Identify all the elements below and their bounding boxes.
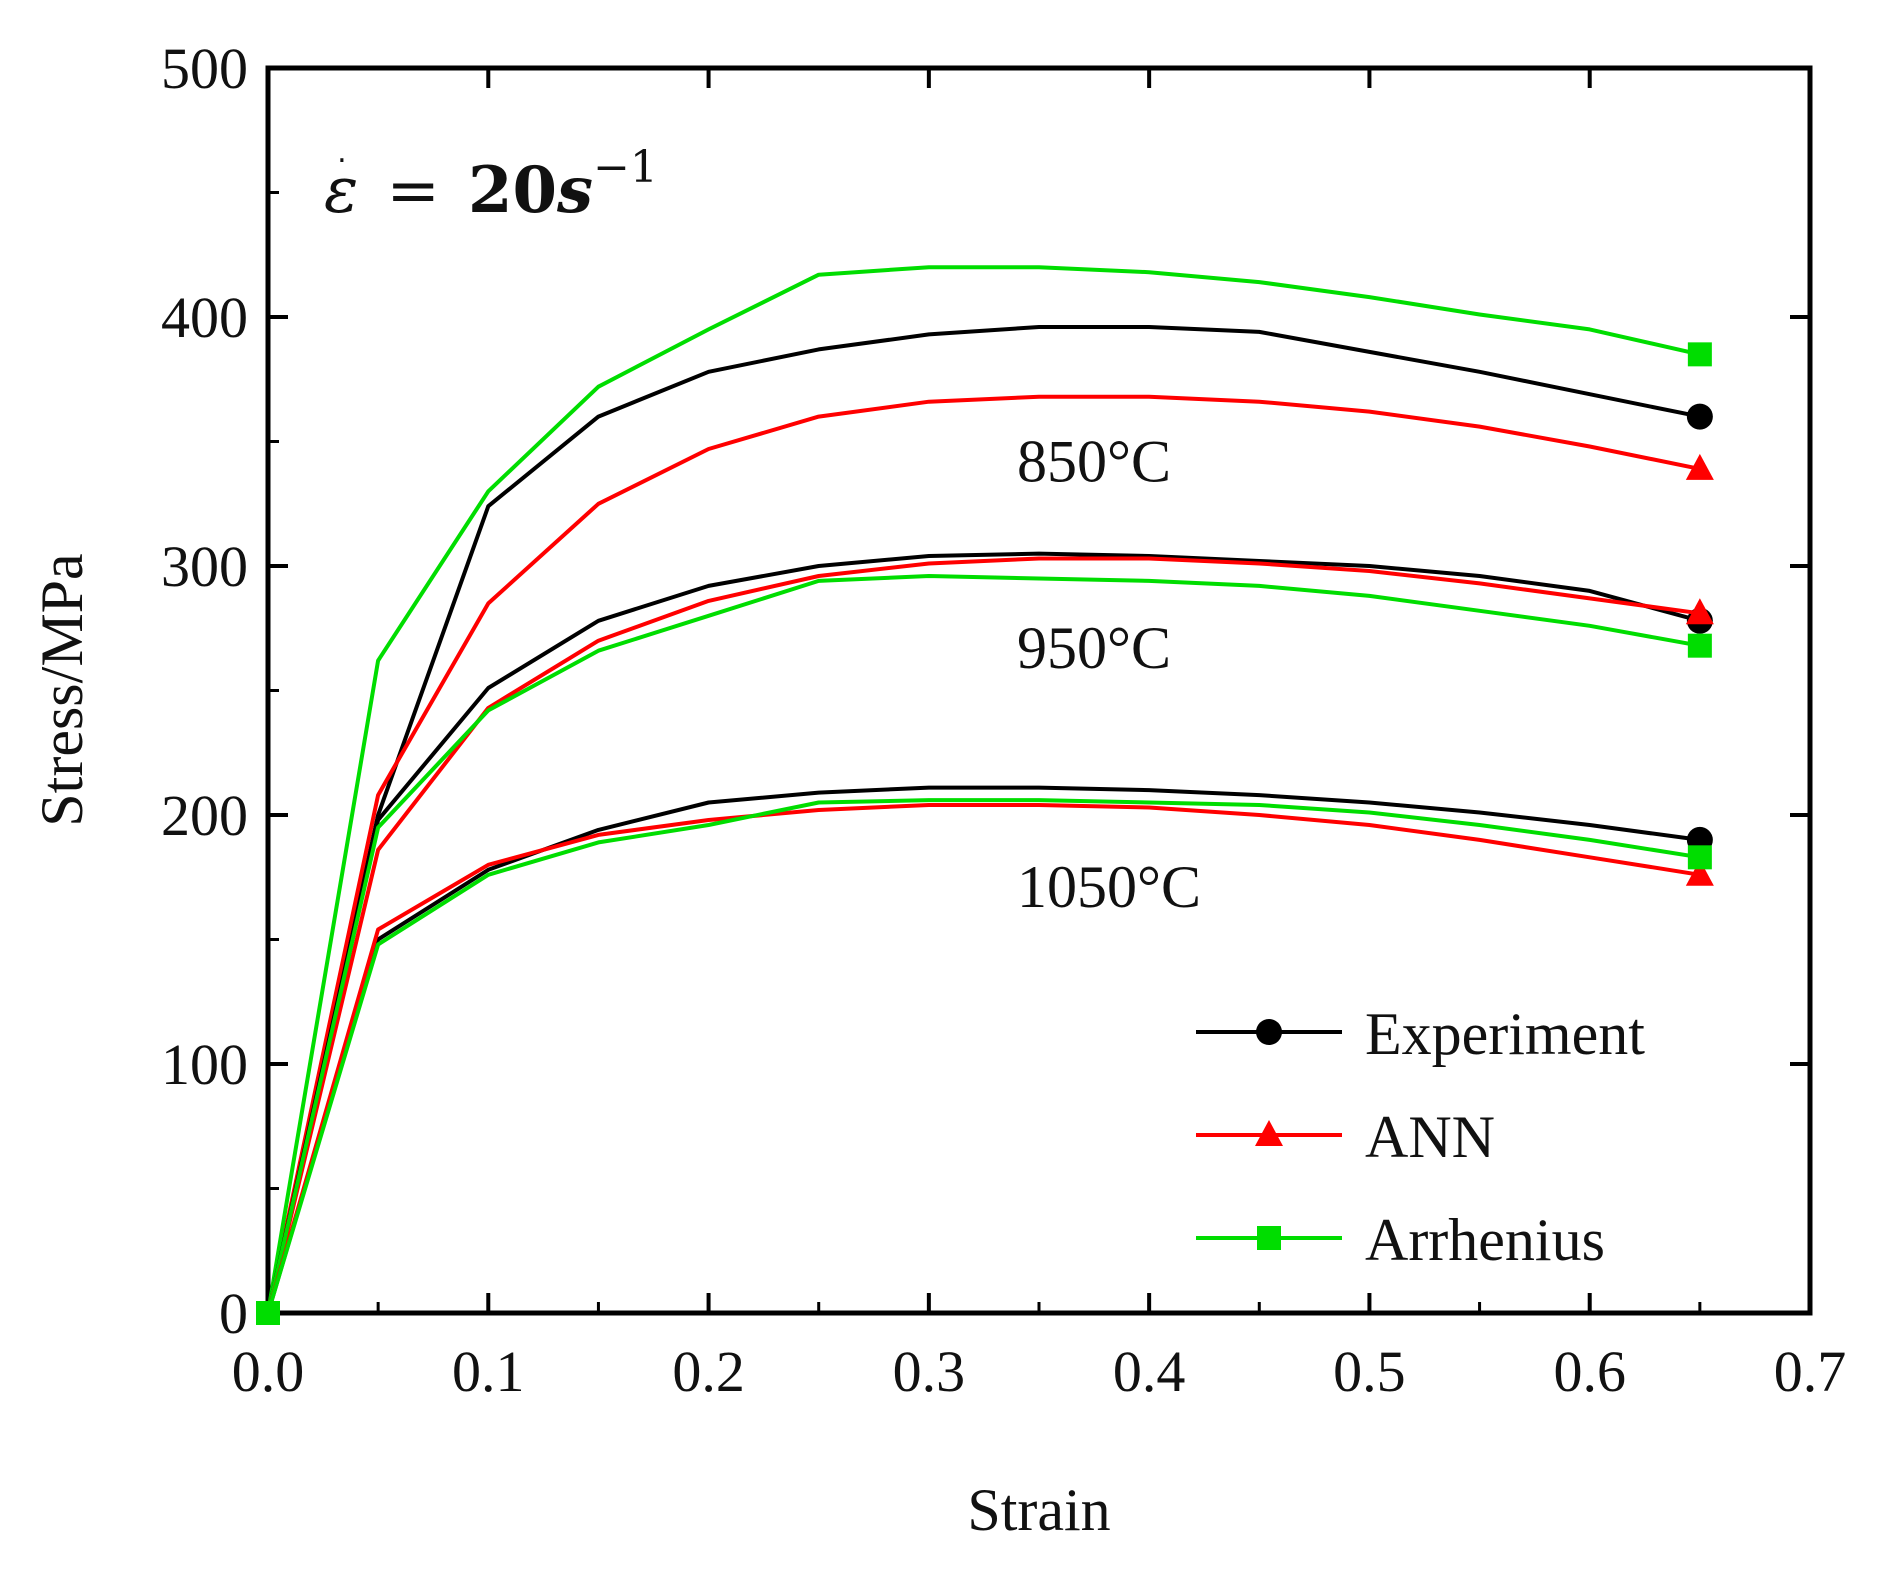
series-line-ann-950-c	[266, 556, 1701, 1314]
y-tick-label: 500	[161, 36, 248, 101]
strain-rate-value: 20	[468, 153, 557, 228]
x-axis-title: Strain	[967, 1477, 1110, 1543]
end-marker-experiment-850-c	[1686, 403, 1713, 430]
plot-frame	[265, 65, 1813, 1316]
end-marker-arrhenius-1050-c	[1687, 845, 1712, 870]
series-line-experiment-950-c	[266, 551, 1701, 1314]
y-axis-title: Stress/MPa	[29, 553, 95, 826]
x-tick-label: 0.7	[1774, 1339, 1847, 1404]
series-line-arrhenius-1050-c	[266, 798, 1701, 1314]
series-line-arrhenius-950-c	[266, 574, 1701, 1314]
legend-label-experiment: Experiment	[1365, 1001, 1645, 1067]
series-line-experiment-850-c	[266, 325, 1701, 1314]
strain-rate-exponent: −1	[593, 142, 658, 193]
curve-label-950: 950°C	[1017, 615, 1171, 681]
x-tick-label: 0.3	[893, 1339, 966, 1404]
strain-rate-dot: .	[337, 135, 347, 170]
legend-label-ann: ANN	[1365, 1104, 1495, 1170]
y-tick-label: 0	[219, 1281, 248, 1346]
x-tick-label: 0.4	[1113, 1339, 1186, 1404]
curve-label-850: 850°C	[1017, 428, 1171, 494]
y-tick-label: 200	[161, 783, 248, 848]
x-tick-label: 0.1	[452, 1339, 525, 1404]
y-tick-label: 400	[161, 285, 248, 350]
x-tick-label: 0.2	[672, 1339, 745, 1404]
strain-rate-annotation: ε = 20s−1	[324, 142, 658, 228]
legend-marker-ann	[1255, 1120, 1283, 1146]
end-marker-ann-850-c	[1685, 453, 1714, 480]
end-marker-arrhenius-850-c	[1687, 342, 1712, 367]
origin-marker	[256, 1301, 280, 1325]
legend-label-arrhenius: Arrhenius	[1365, 1207, 1605, 1273]
y-tick-label: 100	[161, 1032, 248, 1097]
axes: 0.0 0.1 0.2 0.3 0.4 0.5 0.6 0.7 0 100 200 300 400 500	[161, 36, 1846, 1404]
x-tick-label: 0.5	[1333, 1339, 1406, 1404]
x-tick-label: 0.6	[1553, 1339, 1626, 1404]
x-tick-label: 0.0	[232, 1339, 305, 1404]
series-line-arrhenius-850-c	[266, 265, 1701, 1314]
strain-rate-symbol: ε	[324, 154, 358, 228]
series-line-ann-1050-c	[266, 803, 1701, 1314]
series-group	[256, 265, 1714, 1325]
end-marker-arrhenius-950-c	[1687, 633, 1712, 658]
series-line-experiment-1050-c	[266, 785, 1701, 1314]
end-marker-ann-950-c	[1685, 598, 1714, 625]
legend-marker-experiment	[1256, 1019, 1282, 1045]
y-tick-label: 300	[161, 534, 248, 599]
end-marker-ann-1050-c	[1685, 859, 1714, 886]
curve-labels: 850°C 950°C 1050°C	[1017, 428, 1201, 920]
legend-marker-arrhenius	[1257, 1226, 1281, 1250]
strain-rate-unit: s	[556, 153, 593, 228]
strain-rate-equals: =	[386, 154, 440, 228]
legend: Experiment ANN Arrhenius	[1196, 1001, 1645, 1273]
curve-label-1050: 1050°C	[1017, 854, 1201, 920]
series-line-ann-850-c	[266, 394, 1701, 1314]
